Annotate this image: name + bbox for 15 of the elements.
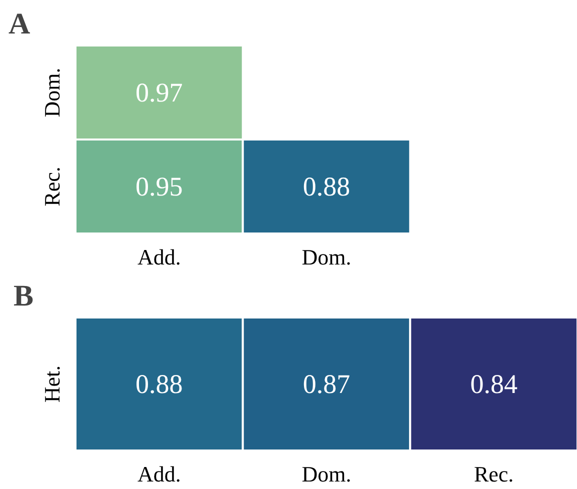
- x-tick-label: Dom.: [302, 462, 352, 486]
- x-tick-label: Add.: [137, 462, 181, 486]
- chart-title: A: [8, 8, 30, 40]
- data-label: 0.84: [470, 369, 518, 399]
- chart-title: B: [14, 280, 34, 312]
- y-tick-label: Het.: [40, 365, 64, 403]
- data-label: 0.95: [136, 172, 183, 202]
- x-tick-label: Rec.: [474, 462, 514, 486]
- data-label: 0.87: [302, 369, 350, 399]
- y-tick-label: Rec.: [40, 166, 64, 206]
- data-label: 0.97: [136, 78, 183, 108]
- data-label: 0.88: [302, 172, 350, 202]
- y-tick-label: Dom.: [40, 68, 64, 118]
- x-tick-label: Add.: [137, 244, 181, 270]
- data-label: 0.88: [136, 369, 183, 399]
